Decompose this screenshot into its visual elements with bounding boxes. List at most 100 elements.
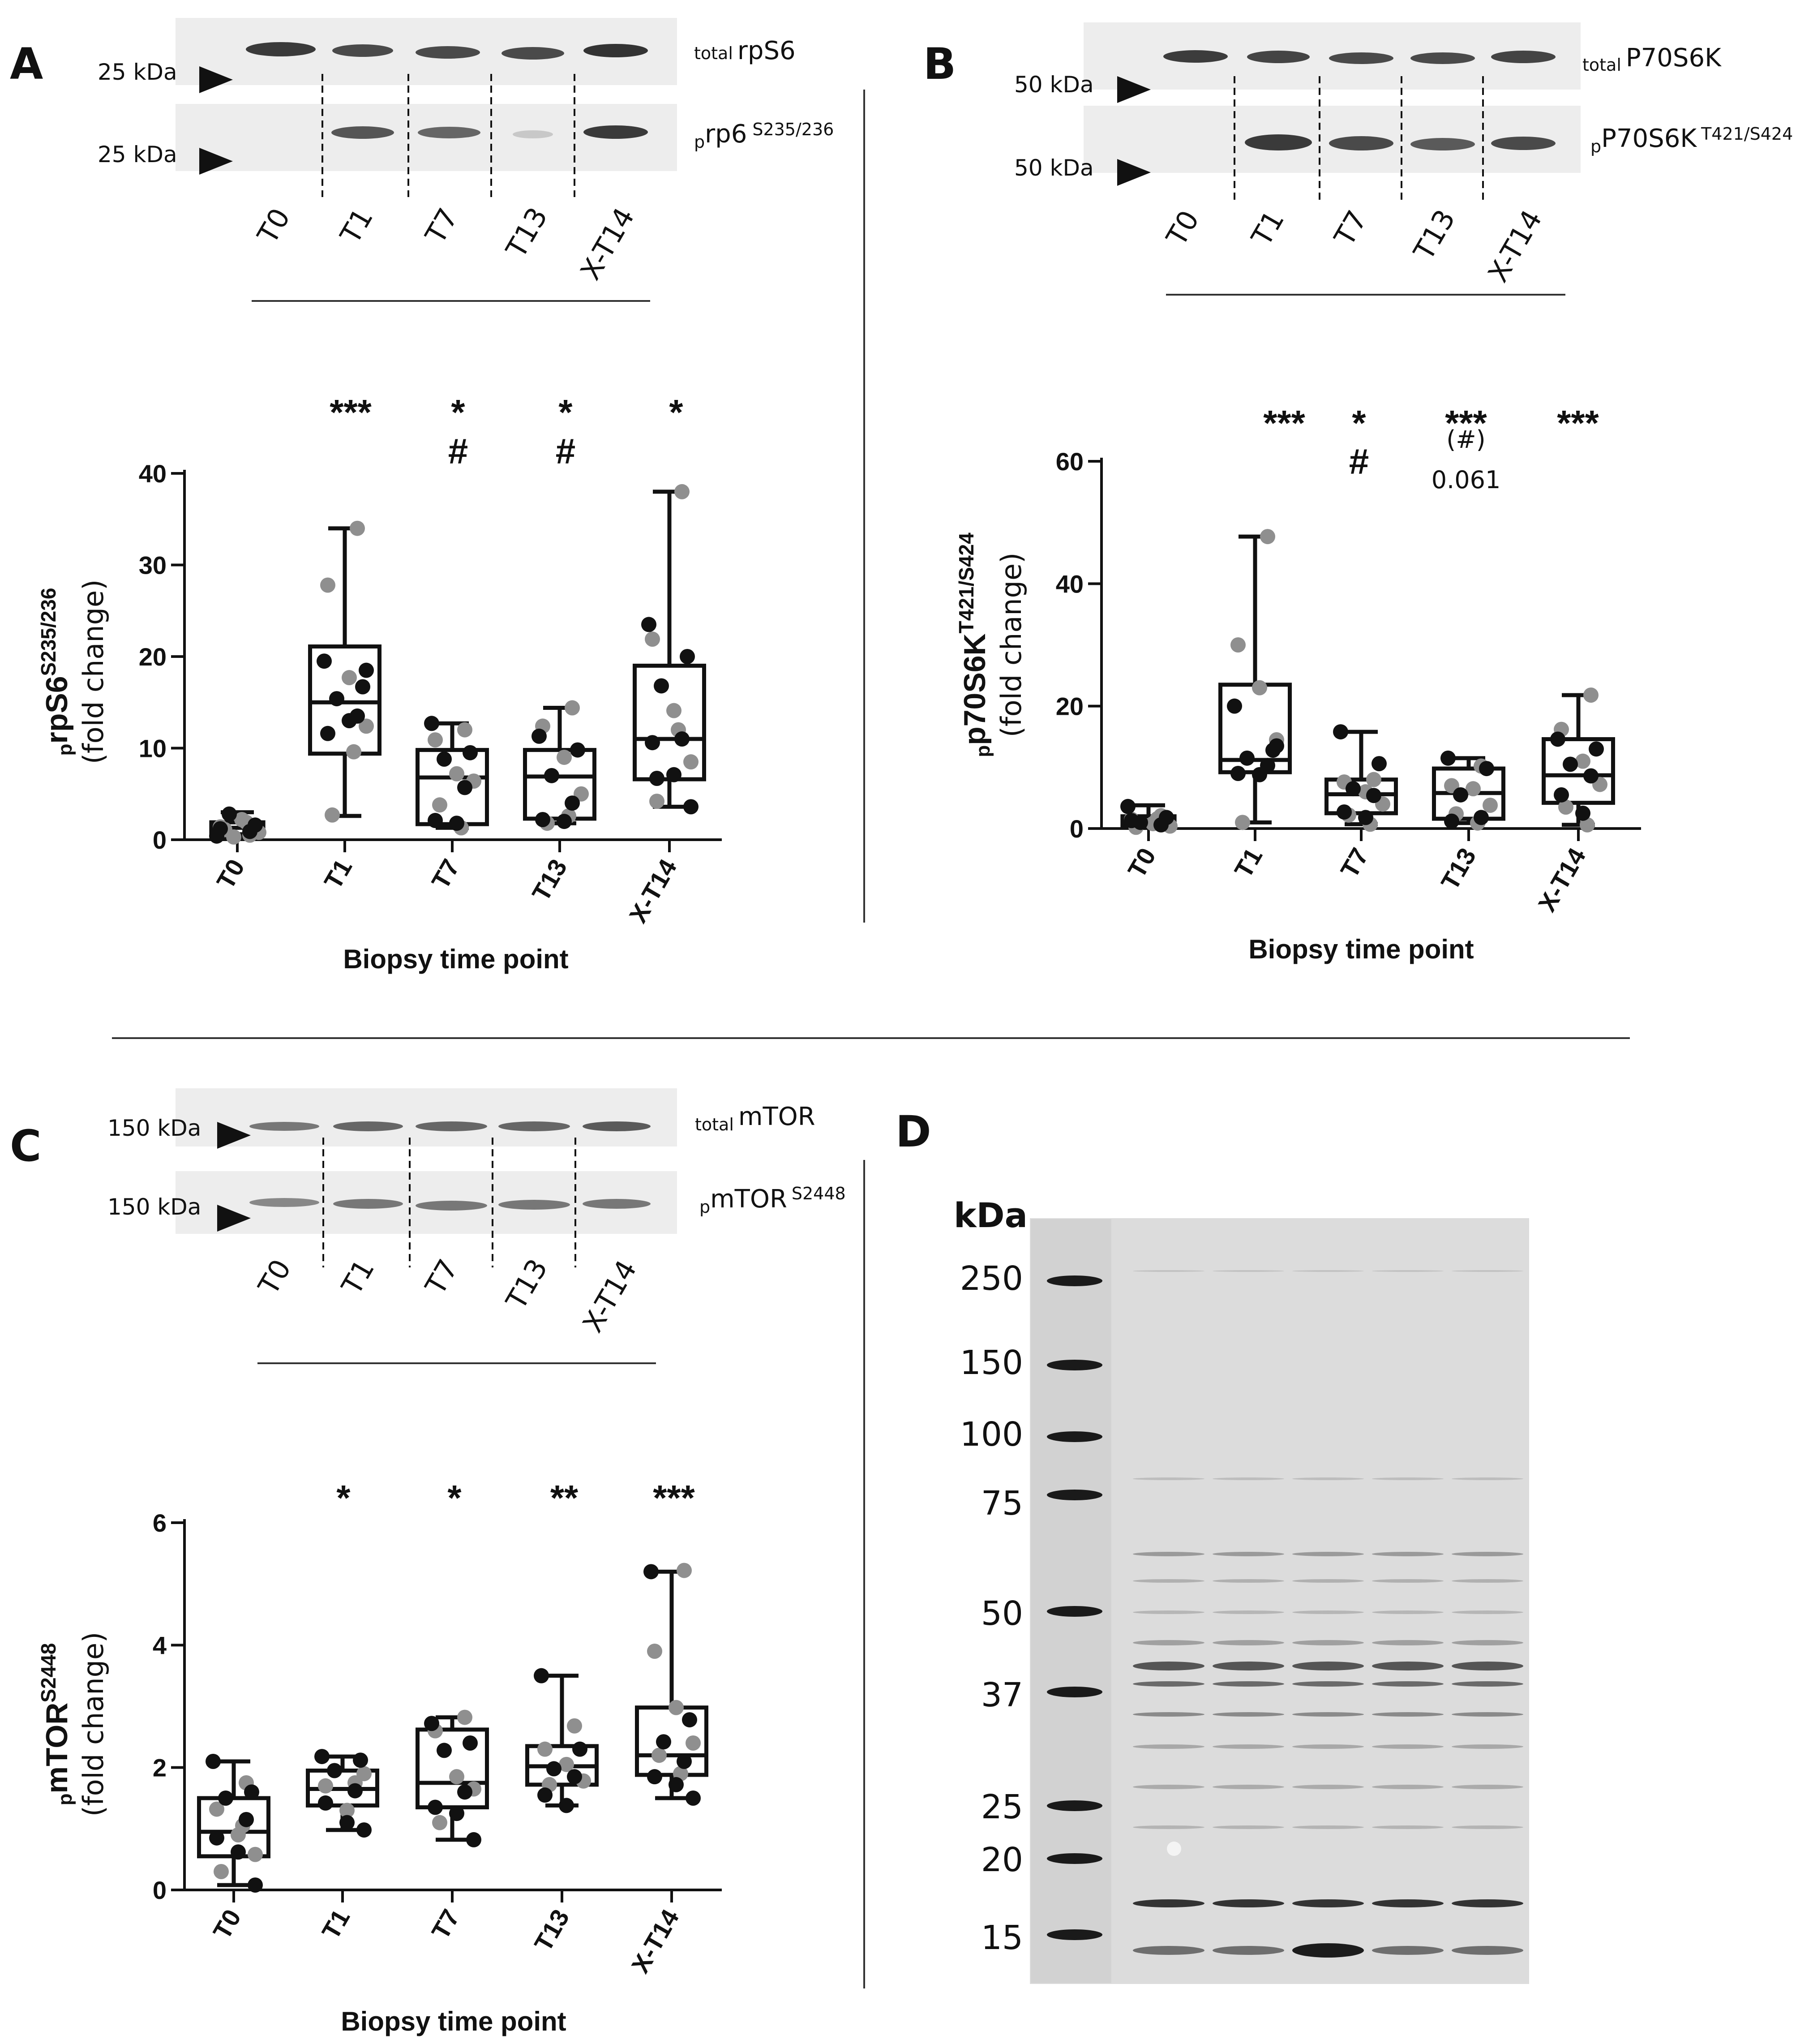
- lane-label: T13: [499, 202, 554, 263]
- gel-marker-label: 20: [981, 1841, 1023, 1879]
- gel-kda-unit: kDa: [954, 1195, 1028, 1235]
- y-tick-label: 6: [153, 1509, 167, 1537]
- gel-sample-band: [1292, 1477, 1364, 1480]
- y-axis-main: mTOR: [40, 1703, 74, 1794]
- blot-bands-phospho: [249, 1198, 651, 1211]
- data-point-black: [466, 1832, 481, 1847]
- x-tick-label: T1: [318, 855, 357, 894]
- panel-a-blot: 25 kDa 25 kDa total rpS6 prp6 S235/236 T0 …: [98, 18, 834, 302]
- chart-a-plot: 0 10 20 30 40 T0 T1 T7 T13 X-T14: [139, 459, 722, 928]
- blot-band: [333, 1121, 403, 1131]
- panel-d-gel: kDa 250 150 100 75 50 37 25 20 15: [954, 1195, 1529, 1984]
- panel-letter-a: A: [10, 39, 43, 89]
- gel-sample-band: [1452, 1712, 1523, 1717]
- panel-letter-b: B: [923, 39, 956, 89]
- lane-label: T0: [251, 203, 296, 249]
- chart-a-significance: *** * # * # *: [330, 392, 683, 471]
- data-point-black: [572, 1741, 587, 1757]
- data-point-black: [209, 1830, 224, 1846]
- lane-label: T1: [334, 203, 379, 249]
- antibody-site: T421/S424: [1701, 124, 1793, 144]
- y-axis-title: prpS6S235/236 (fold change): [37, 580, 110, 764]
- y-axis-prefix: p: [54, 744, 76, 756]
- data-point-black: [682, 1712, 697, 1728]
- gel-bands: [1047, 1270, 1523, 1958]
- gel-marker-label: 100: [960, 1415, 1023, 1454]
- data-point-black: [318, 1795, 333, 1811]
- gel-sample-band: [1452, 1552, 1523, 1556]
- antibody-prefix: total: [694, 43, 733, 63]
- gel-sample-band: [1133, 1712, 1204, 1717]
- data-point-black: [428, 813, 443, 829]
- x-tick-label: X-T14: [624, 855, 682, 928]
- antibody-label-phospho: prp6 S235/236: [694, 120, 834, 152]
- x-tick-label: T13: [527, 855, 573, 906]
- data-point-black: [1124, 813, 1139, 829]
- blot-band: [498, 1121, 570, 1131]
- data-point-black: [424, 1716, 439, 1731]
- data-point-grey: [214, 1864, 229, 1879]
- chart-c: 0 2 4 6 T0 T1 T7 T13 X-T14 * * ** *** Biopsy tim…: [37, 1478, 722, 2036]
- blot-band: [1329, 136, 1393, 150]
- x-tick-label: T0: [1122, 843, 1161, 883]
- arrowhead-icon: [1117, 159, 1151, 186]
- x-tick-label: T0: [211, 855, 250, 894]
- data-point-grey: [1483, 798, 1498, 813]
- lane-label: T0: [252, 1254, 297, 1301]
- box: [1542, 737, 1615, 805]
- y-tick-label: 0: [1070, 815, 1084, 843]
- gel-sample-band: [1133, 1579, 1204, 1583]
- significance-mark: ***: [1263, 403, 1305, 443]
- gel-sample-band: [1292, 1785, 1364, 1789]
- y-axis-sup: T421/S424: [955, 532, 978, 633]
- data-point-black: [242, 824, 257, 839]
- data-point-black: [654, 678, 669, 694]
- data-point-black: [565, 795, 580, 811]
- data-point-black: [317, 653, 332, 669]
- data-point-grey: [647, 1644, 662, 1659]
- data-point-black: [656, 1734, 671, 1750]
- gel-sample-band: [1452, 1662, 1523, 1670]
- blot-band: [246, 42, 316, 56]
- blot-bands-total: [1163, 50, 1556, 64]
- blot-band: [583, 44, 648, 57]
- gel-sample-band: [1452, 1477, 1523, 1480]
- data-point-black: [1346, 781, 1361, 797]
- blot-band: [498, 1200, 570, 1210]
- gel-sample-band: [1452, 1610, 1523, 1614]
- blot-bands-phospho: [1245, 134, 1556, 150]
- data-point-black: [1239, 750, 1255, 766]
- data-point-black: [544, 768, 559, 783]
- blot-band: [1247, 51, 1310, 63]
- data-point-black: [356, 1822, 372, 1838]
- gel-sample-band: [1372, 1712, 1444, 1717]
- lane-label: T13: [499, 1253, 554, 1315]
- data-point-black: [1269, 738, 1284, 754]
- blot-bands-phospho: [331, 125, 648, 139]
- antibody-name: rpS6: [737, 36, 796, 65]
- gel-sample-band: [1133, 1552, 1204, 1556]
- data-point-grey: [346, 744, 361, 760]
- data-point-grey: [1252, 680, 1267, 696]
- lane-label: T7: [419, 203, 464, 249]
- gel-sample-band: [1372, 1579, 1444, 1583]
- antibody-name: mTOR: [738, 1102, 815, 1131]
- blot-band: [331, 126, 394, 139]
- significance-mark: *: [451, 392, 465, 432]
- antibody-prefix: total: [1582, 55, 1621, 75]
- antibody-prefix: p: [694, 132, 705, 152]
- x-axis-title: Biopsy time point: [341, 2006, 566, 2036]
- data-point-black: [669, 1777, 684, 1792]
- gel-sample-band: [1292, 1712, 1364, 1717]
- data-point-grey: [1575, 753, 1590, 769]
- y-tick-label: 40: [1056, 570, 1084, 598]
- data-point-grey: [666, 703, 681, 718]
- y-axis-title-line2: (fold change): [77, 1632, 110, 1817]
- lane-label: T0: [1160, 205, 1205, 252]
- chart-b-plot: 0 20 40 60 T0 T1 T7 T13 X-T14: [1056, 447, 1641, 916]
- blot-band: [513, 130, 553, 138]
- x-tick-label: T13: [529, 1905, 575, 1956]
- significance-hash: #: [448, 431, 468, 471]
- x-tick-label: T13: [1436, 843, 1482, 895]
- x-tick-label: T7: [1335, 843, 1374, 883]
